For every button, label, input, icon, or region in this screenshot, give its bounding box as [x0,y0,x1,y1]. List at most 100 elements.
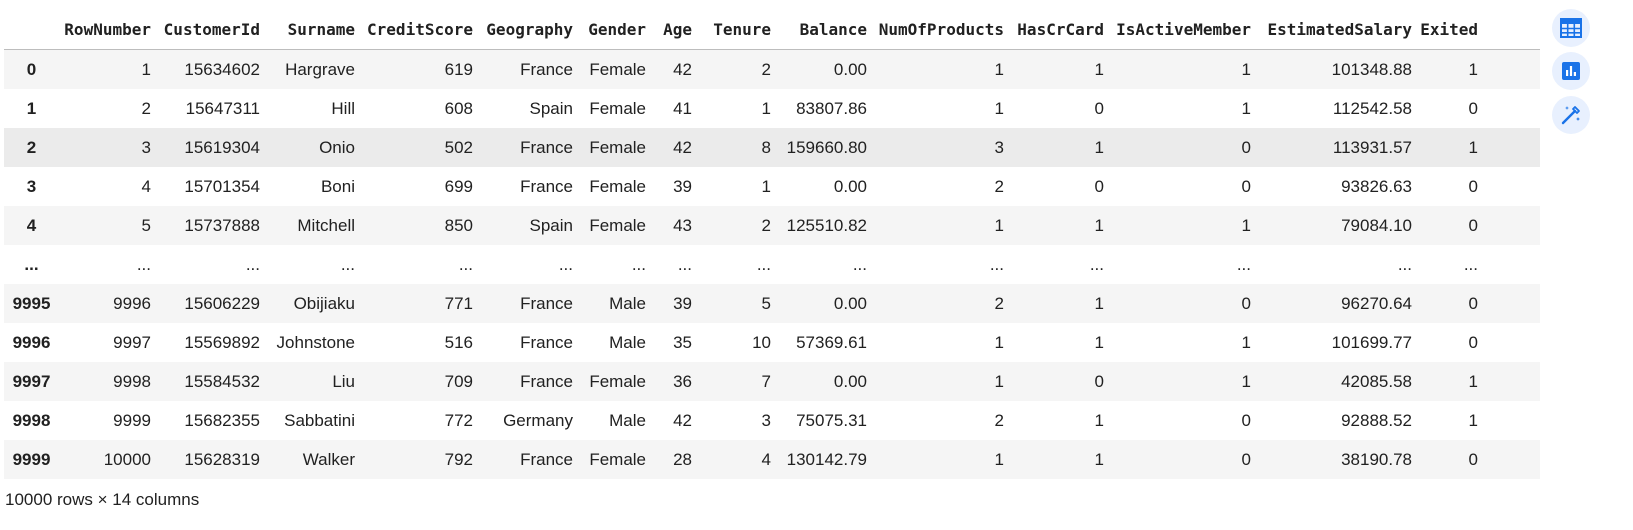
table-cell: 8 [761,137,771,157]
table-cell: Female [589,137,646,157]
table-cell: 159660.80 [786,137,867,157]
table-cell: 792 [444,449,473,469]
table-cell: 1 [1094,137,1104,157]
chart-suggestions-button[interactable] [1552,52,1590,90]
table-cell: 0.00 [833,371,867,391]
table-cell: Female [589,98,646,118]
table-cell: 113931.57 [1332,137,1412,157]
table-cell: France [520,332,573,352]
table-cell: ... [1397,254,1412,274]
row-spacer [1486,284,1540,323]
table-cell: Obijiaku [293,293,355,313]
table-cell: 1 [761,98,771,118]
table-cell: 608 [444,98,473,118]
table-cell: 2 [994,176,1004,196]
table-cell: 1 [141,59,151,79]
table-row: 4 5 15737888 Mitchell 850 Spain Female 43 2 12551… [4,206,1540,245]
table-cell: 9997 [113,332,151,352]
table-cell: 619 [444,59,473,79]
table-cell: 10000 [103,449,151,469]
table-cell: 0 [1241,176,1251,196]
table-cell: 0.00 [833,293,867,313]
table-cell: 0 [1241,449,1251,469]
table-cell: ... [1463,254,1478,274]
table-cell: ... [1236,254,1251,274]
table-cell: 0 [1241,137,1251,157]
table-cell: 130142.79 [786,449,867,469]
table-cell: 2 [994,410,1004,430]
column-header: Geography [481,10,581,50]
row-spacer [1486,362,1540,401]
table-cell: Female [589,449,646,469]
table-cell: 10 [752,332,771,352]
table-cell: Boni [320,176,355,196]
table-cell: 15682355 [184,410,260,430]
table-cell: 0 [1468,98,1478,118]
table-cell: Spain [529,215,573,235]
table-cell: ... [989,254,1004,274]
table-cell: France [520,176,573,196]
table-cell: Liu [332,371,355,391]
table-row: 1 2 15647311 Hill 608 Spain Female 41 1 83807.86 1… [4,89,1540,128]
table-cell: Onio [319,137,355,157]
table-cell: 2 [994,293,1004,313]
table-cell: 3 [761,410,771,430]
table-cell: 0 [1468,332,1478,352]
table-cell: 5 [761,293,771,313]
table-cell: 1 [1468,59,1478,79]
row-spacer [1486,128,1540,167]
table-cell: 39 [673,293,692,313]
column-header: CustomerId [159,10,268,50]
table-cell: Male [609,293,646,313]
table-cell: ... [558,254,573,274]
header-row: RowNumber CustomerId Surname CreditScore… [4,10,1540,50]
table-cell: ... [245,254,260,274]
table-cell: 2 [141,98,151,118]
row-spacer [1486,206,1540,245]
table-cell: Male [609,332,646,352]
table-body: 0 1 15634602 Hargrave 619 France Female 42 2 0.00… [4,49,1540,479]
table-cell: France [520,59,573,79]
table-cell: 43 [673,215,692,235]
row-index: ... [24,254,39,274]
table-cell: ... [852,254,867,274]
row-spacer [1486,401,1540,440]
table-cell: 101348.88 [1331,59,1412,79]
table-cell: 1 [1468,371,1478,391]
table-cell: 35 [673,332,692,352]
table-cell: 0 [1094,98,1104,118]
table-cell: 1 [1241,371,1251,391]
table-cell: 42 [673,59,692,79]
table-cell: 4 [141,176,151,196]
table-cell: 772 [444,410,473,430]
table-cell: 7 [761,371,771,391]
table-cell: 15737888 [184,215,260,235]
table-cell: 9999 [113,410,151,430]
header-spacer [1486,10,1540,50]
dataframe-output: RowNumber CustomerId Surname CreditScore… [4,10,1540,479]
row-index: 9998 [12,410,51,430]
table-cell: 0 [1468,215,1478,235]
row-index: 9995 [12,293,51,313]
table-view-button[interactable] [1552,9,1590,47]
table-cell: 93826.63 [1341,176,1412,196]
table-cell: 516 [444,332,473,352]
magic-edit-button[interactable] [1552,96,1590,134]
magic-wand-icon [1559,103,1583,127]
table-cell: 0.00 [833,59,867,79]
table-cell: 79084.10 [1341,215,1412,235]
table-cell: 57369.61 [796,332,867,352]
table-cell: Germany [503,410,573,430]
table-cell: 15569892 [184,332,260,352]
column-header: Balance [779,10,875,50]
table-cell: 9996 [113,293,151,313]
table-cell: 9998 [113,371,151,391]
table-cell: ... [1089,254,1104,274]
row-spacer [1486,167,1540,206]
table-cell: Female [589,215,646,235]
bar-chart-icon [1559,59,1583,83]
table-cell: 36 [673,371,692,391]
table-row: 9995 9996 15606229 Obijiaku 771 France Male 39 5… [4,284,1540,323]
table-cell: 3 [141,137,151,157]
column-header: RowNumber [59,10,159,50]
